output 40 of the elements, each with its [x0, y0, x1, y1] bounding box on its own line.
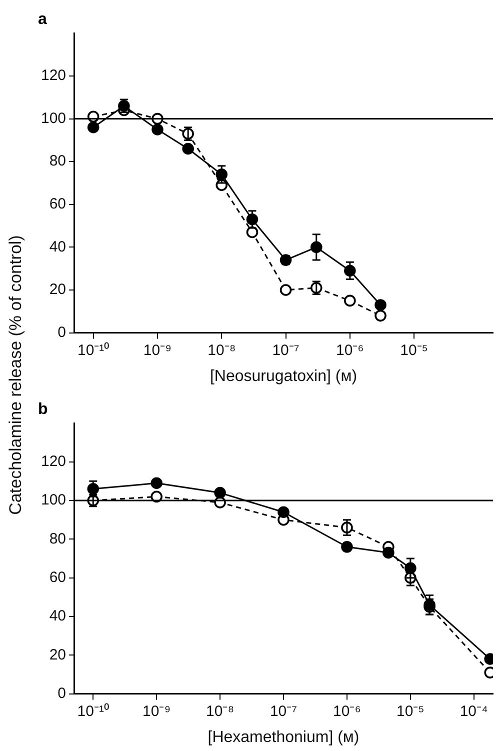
y-tick-label: 20 [49, 646, 66, 664]
y-tick-label: 80 [49, 530, 66, 548]
chart-title: b [38, 401, 48, 418]
x-tick-label: 10⁻⁵ [400, 342, 428, 359]
x-axis-title: [Neosurugatoxin] (м) [210, 368, 358, 385]
x-tick-label: 10⁻⁷ [270, 702, 298, 720]
y-axis-title: Catecholamine release (% of control) [6, 235, 26, 515]
point [87, 121, 100, 134]
y-tick-label: 40 [49, 608, 66, 625]
y-tick-label: 20 [49, 281, 66, 298]
y-tick-label: 60 [49, 196, 66, 213]
x-tick-label: 10⁻⁹ [143, 342, 172, 359]
y-tick-label: 0 [58, 684, 66, 702]
x-tick-label: 10⁻⁶ [333, 702, 361, 720]
y-tick-label: 100 [40, 492, 66, 509]
point [246, 226, 258, 238]
x-tick-label: 10⁻⁸ [206, 702, 234, 720]
x-tick-label: 10⁻⁸ [208, 342, 236, 359]
x-tick-label: 10⁻⁶ [336, 342, 364, 359]
x-axis-title: [Hexamethonium] (м) [208, 728, 360, 746]
point [280, 284, 292, 296]
x-tick-label: 10⁻¹⁰ [77, 702, 109, 720]
point [374, 310, 386, 322]
y-tick-label: 120 [40, 453, 66, 470]
point [182, 142, 194, 155]
y-tick-label: 80 [49, 152, 66, 170]
y-tick-label: 40 [49, 238, 66, 256]
chart-title: a [38, 11, 47, 28]
y-tick-label: 0 [58, 324, 66, 341]
y-tick-label: 60 [49, 568, 66, 586]
point [344, 294, 356, 307]
x-tick-label: 10⁻⁷ [272, 342, 300, 359]
point [374, 299, 386, 311]
x-tick-label: 10⁻¹⁰ [77, 342, 110, 359]
x-tick-label: 10⁻⁵ [396, 702, 424, 720]
y-tick-label: 120 [40, 67, 66, 84]
point [152, 124, 164, 136]
y-tick-label: 100 [40, 110, 66, 127]
x-tick-label: 10⁻⁴ [460, 702, 488, 720]
x-tick-label: 10⁻⁹ [142, 702, 171, 720]
